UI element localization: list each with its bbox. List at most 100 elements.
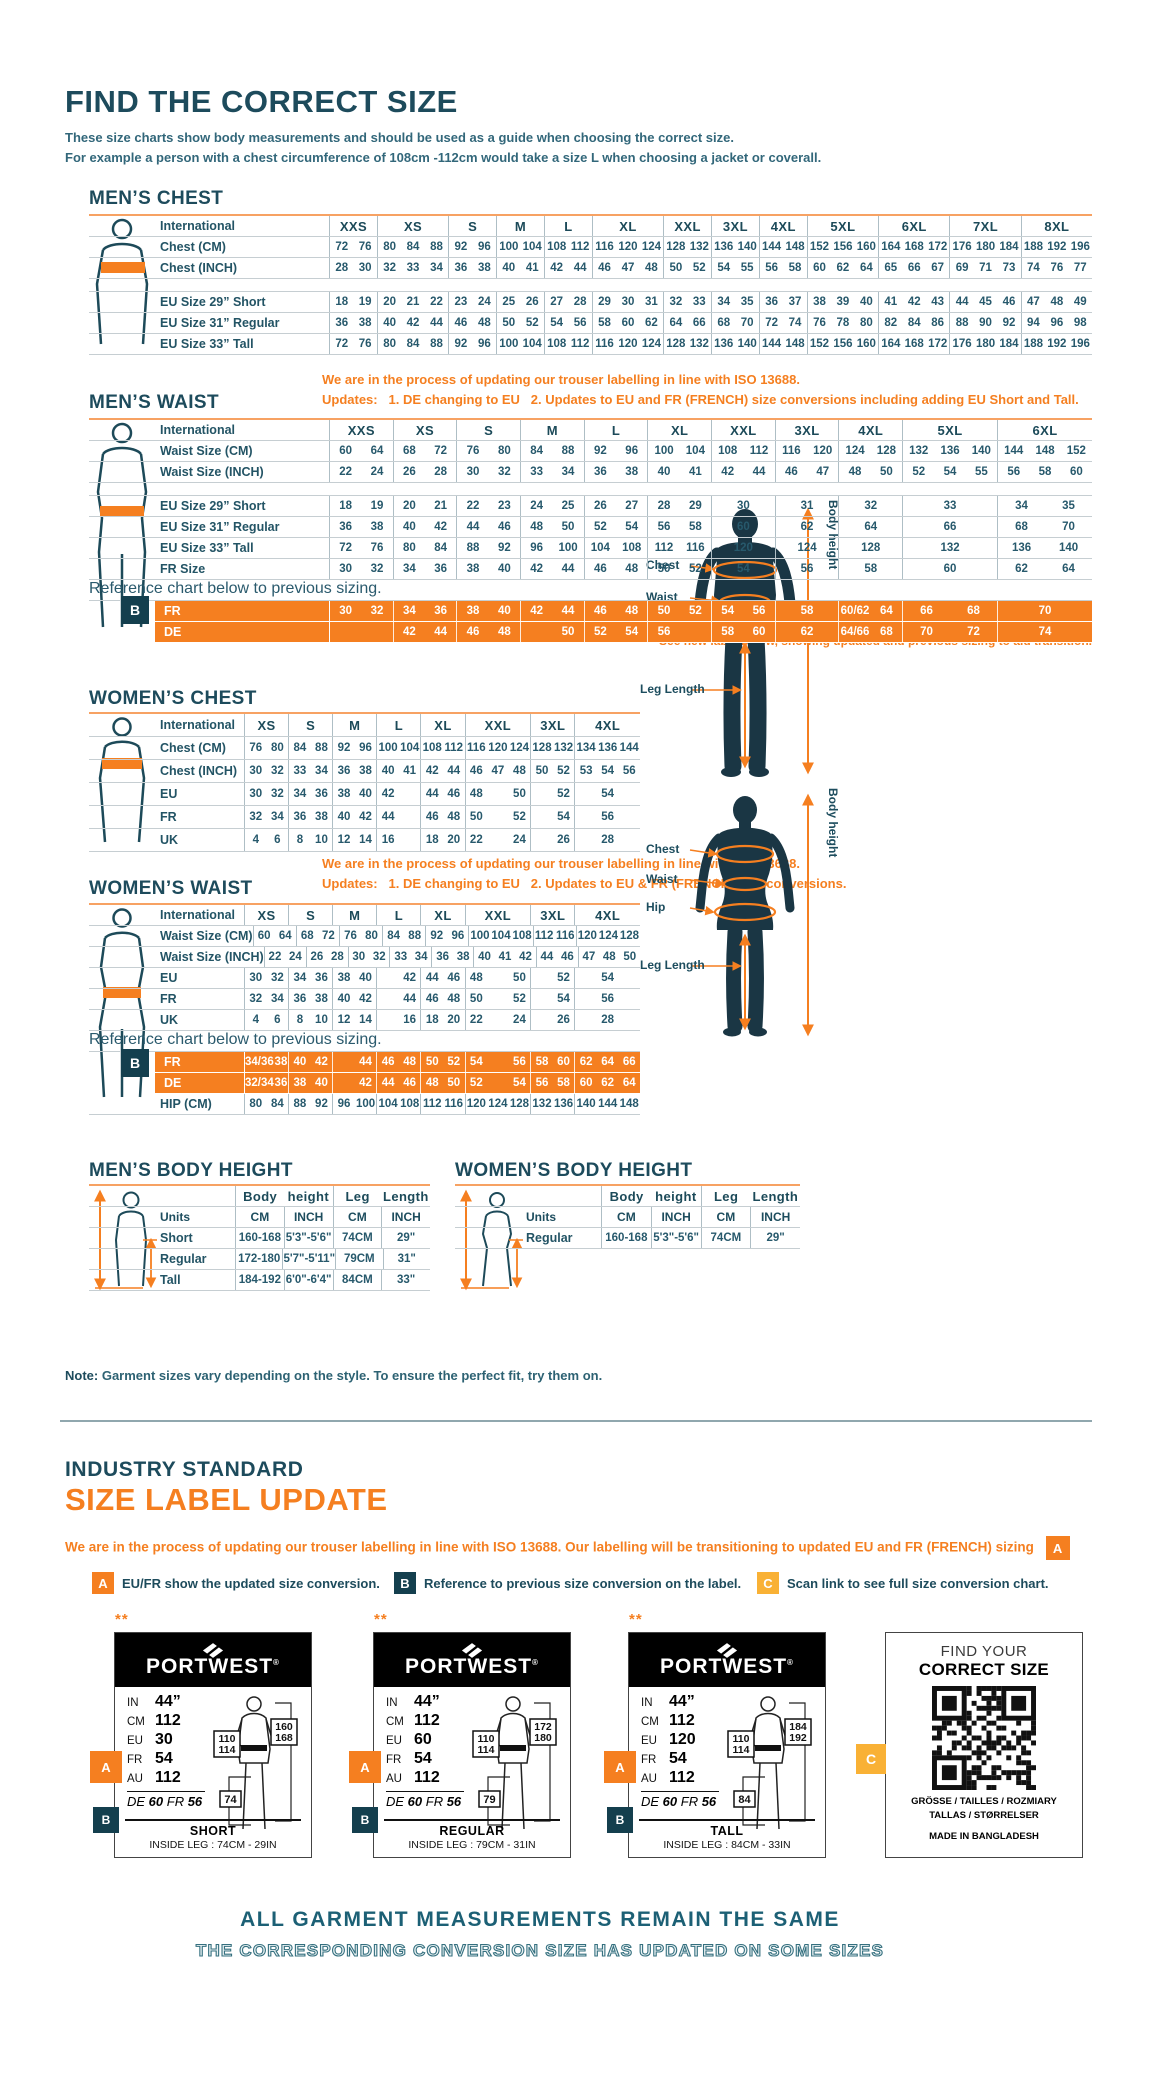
- size-value: 38: [315, 811, 328, 823]
- row-label: Tall: [160, 1273, 181, 1287]
- size-value: 41: [688, 466, 702, 478]
- size-value: 84CM: [342, 1274, 373, 1286]
- badge-c-icon: C: [856, 1744, 886, 1774]
- size-value: 116: [444, 1098, 464, 1110]
- size-value: 34/36: [245, 1056, 274, 1068]
- size-value: 128: [876, 445, 896, 457]
- svg-text:114: 114: [219, 1744, 236, 1756]
- womens-chest-table: International XS S M L XL XXL 3XL 4XL Chest (CM) 7…: [89, 712, 640, 852]
- row-values: XXS XS S M L XL XXL 3XL 4XL 5XL 6XL: [329, 420, 1092, 440]
- size-value: 6XL: [901, 218, 927, 234]
- svg-text:74: 74: [224, 1794, 237, 1806]
- industry-kicker: INDUSTRY STANDARD: [65, 1458, 304, 1481]
- badge-b-icon: B: [93, 1807, 119, 1833]
- size-value: 72: [339, 542, 353, 554]
- transition-stars: **: [374, 1611, 388, 1628]
- row-label: DE: [164, 1076, 182, 1090]
- label-figure-diagram: 110 114 160 168 74: [213, 1696, 298, 1830]
- qr-made-in: MADE IN BANGLADESH: [929, 1830, 1039, 1842]
- garment-note: Note: Garment sizes vary depending on th…: [65, 1368, 602, 1383]
- size-value: 62: [800, 521, 814, 533]
- size-value: XL: [434, 717, 452, 733]
- size-cell: 164 168 172: [878, 237, 949, 257]
- size-value: 40: [337, 993, 351, 1005]
- size-value: 164: [881, 241, 901, 253]
- updates-label: Updates:: [322, 876, 378, 891]
- size-value: 19: [358, 296, 372, 308]
- row-values: 18 19 20 21 22 23 24 25 26 27 28 29 30 31 32 33 34 35 36 37…: [329, 292, 1092, 312]
- size-value: 33: [406, 262, 420, 274]
- size-value: 5'7"-5'11": [283, 1253, 336, 1265]
- row-values: 76 80 84 88 92 96 100 104 108 112 116 120 124 128 132 1…: [244, 737, 640, 759]
- size-value: 80: [365, 930, 378, 942]
- size-value: 56: [657, 626, 671, 638]
- note-bold: Note:: [65, 1368, 99, 1383]
- size-value: 54: [557, 993, 570, 1005]
- size-value: 26: [402, 466, 416, 478]
- size-value: 28: [573, 296, 587, 308]
- size-cell: 5'3"-5'6": [283, 1228, 333, 1248]
- size-value: 48: [625, 563, 639, 575]
- size-cell: 74 76 77: [1020, 258, 1092, 278]
- size-cell: 52: [530, 783, 574, 805]
- size-value: 140: [1058, 542, 1079, 554]
- size-value: 65: [884, 262, 898, 274]
- size-cell: 60 62 64: [574, 1073, 640, 1093]
- table-row: Chest (CM) 76 80 84 88 92 96 100 104 108 112 116 120…: [89, 737, 640, 760]
- size-value: 10: [315, 1014, 328, 1026]
- svg-text:110: 110: [733, 1733, 750, 1745]
- size-value: 47: [816, 466, 830, 478]
- size-value: 69: [955, 262, 969, 274]
- size-value: 72: [765, 317, 778, 329]
- size-value: 28: [601, 834, 615, 846]
- size-cell: 62 64: [997, 559, 1092, 579]
- size-value: 32: [270, 765, 284, 777]
- size-value: 74: [788, 317, 802, 329]
- previous-sizing: DE 60 FR 56: [386, 1794, 462, 1809]
- row-values: 36 38 40 42 44 46 48 50 52 54 56 58 60 62 64 66 68 70 72 74…: [329, 313, 1092, 333]
- size-cell: 3XL: [530, 905, 574, 925]
- size-value: 86: [931, 317, 945, 329]
- row-label: EU Size 29” Short: [160, 295, 266, 309]
- row-values: CM INCH CM INCH: [235, 1207, 430, 1227]
- size-value: 64: [622, 1077, 636, 1089]
- mens-chest-heading: MEN’S CHEST: [89, 188, 224, 209]
- size-value: 104: [522, 241, 542, 253]
- row-label: Waist Size (INCH): [160, 465, 264, 479]
- size-cell: 22 24: [265, 947, 306, 967]
- size-value: 22: [466, 500, 480, 512]
- size-cell: 56: [647, 622, 711, 642]
- size-value: 60/62: [840, 605, 870, 617]
- size-value: 136: [714, 338, 734, 350]
- size-cell: 33 34: [520, 462, 584, 482]
- row-label: HIP (CM): [160, 1097, 212, 1111]
- size-cell: 44: [376, 989, 420, 1009]
- bottom-line-2: THE CORRESPONDING CONVERSION SIZE HAS UP…: [195, 1940, 885, 1960]
- womens-waist-table: B International XS S M L XL XXL 3XL 4XL Waist Siz…: [89, 903, 640, 1115]
- size-cell: 36 37: [758, 292, 807, 312]
- table-row: Waist Size (CM) 60 64 68 72 76 80 84 88 92 96 100 10…: [89, 441, 1092, 462]
- size-cell: 64: [838, 517, 902, 537]
- size-cell: 74CM: [700, 1228, 751, 1248]
- size-value: 66: [920, 605, 933, 617]
- size-value: 144: [619, 742, 639, 754]
- size-cell: 56 58: [647, 517, 711, 537]
- size-cell: 33 34: [288, 760, 332, 782]
- size-cell: 76 80: [456, 441, 520, 461]
- size-cell: 46 48: [583, 559, 648, 579]
- size-value: 38: [466, 563, 480, 575]
- size-value: 32: [249, 811, 263, 823]
- size-cell: 26: [530, 1010, 574, 1030]
- size-cell: 3XL: [711, 216, 759, 236]
- size-cell: XL: [591, 216, 663, 236]
- size-value: 54: [943, 466, 957, 478]
- size-value: 196: [1070, 338, 1090, 350]
- row-values: 36 38 40 42 44 46 48 50 52 54 56 58 60 62 64 66 68 70: [329, 517, 1092, 537]
- size-cell: 48 50: [464, 783, 531, 805]
- size-value: CM: [617, 1210, 636, 1224]
- size-value: 84: [434, 542, 448, 554]
- update-2-text: Updates to EU and FR (FRENCH) size conve…: [545, 392, 1079, 407]
- size-value: 42: [359, 1077, 372, 1089]
- size-cell: 40 41: [376, 760, 420, 782]
- size-value: 54: [717, 262, 731, 274]
